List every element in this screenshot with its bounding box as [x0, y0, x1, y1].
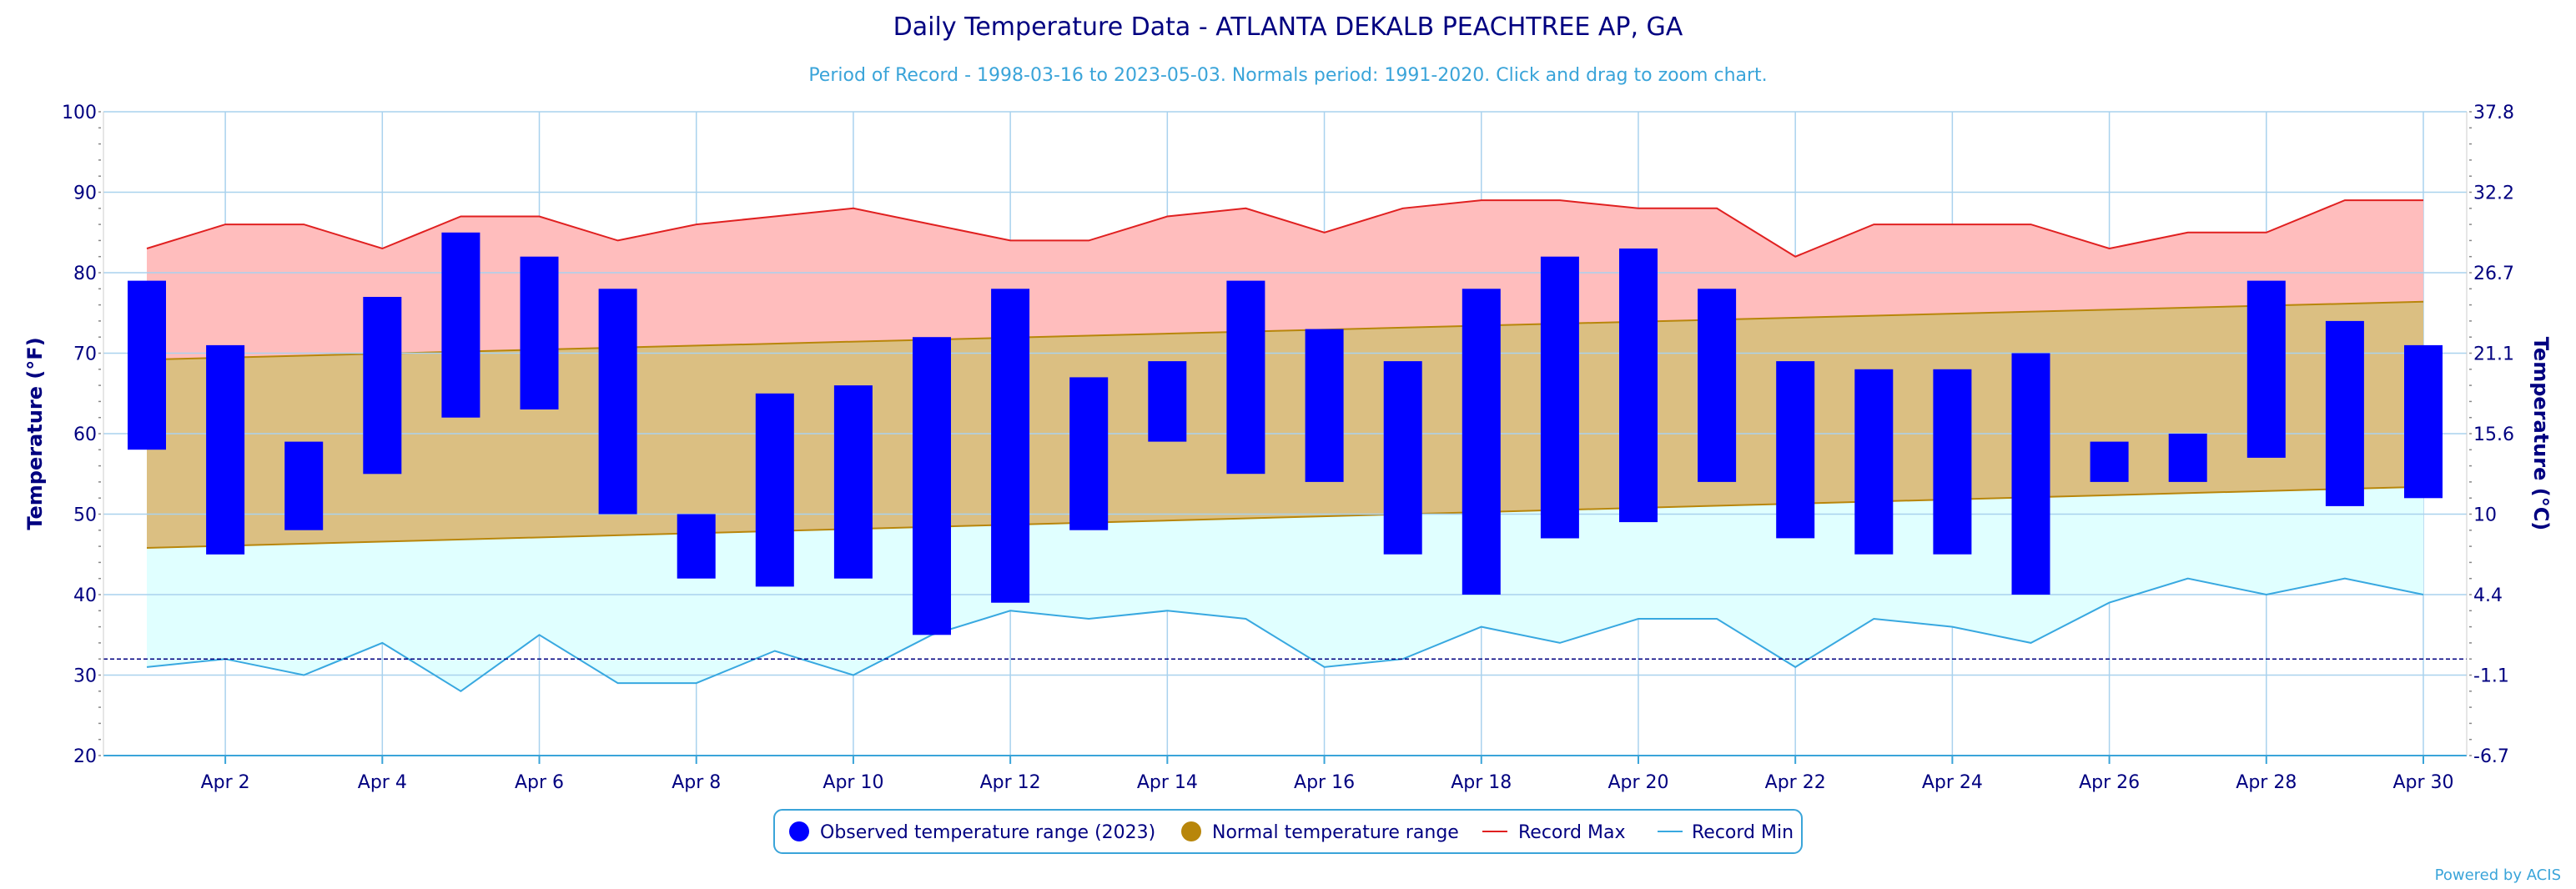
y-tick-label-right: 4.4	[2473, 585, 2503, 606]
legend: Observed temperature range (2023) Normal…	[773, 809, 1803, 854]
observed-bar	[2404, 344, 2443, 499]
y-tick-label-right: 26.7	[2473, 264, 2514, 284]
observed-bar	[1226, 280, 1265, 475]
legend-label-observed: Observed temperature range (2023)	[820, 822, 1155, 843]
observed-bar	[1698, 289, 1737, 482]
observed-bar	[284, 441, 324, 530]
observed-bar	[598, 289, 637, 515]
observed-bar	[1148, 361, 1187, 442]
x-tick-label: Apr 4	[358, 772, 407, 793]
observed-bar	[913, 337, 951, 635]
record-range-fill-lower	[147, 486, 2423, 691]
x-tick-label: Apr 10	[823, 772, 883, 793]
observed-bar	[441, 232, 480, 418]
observed-bar	[1776, 361, 1815, 539]
observed-bar	[2325, 320, 2364, 506]
chart-title: Daily Temperature Data - ATLANTA DEKALB …	[893, 13, 1683, 42]
x-tick-label: Apr 14	[1137, 772, 1198, 793]
x-tick-label: Apr 22	[1765, 772, 1826, 793]
observed-bar	[2011, 353, 2050, 595]
legend-item-record-min[interactable]: Record Min	[1658, 822, 1794, 843]
observed-bars	[128, 232, 2443, 635]
observed-bar	[2246, 280, 2286, 458]
observed-bar	[363, 297, 402, 475]
observed-bar	[833, 385, 873, 579]
observed-bar	[1619, 249, 1658, 523]
y-tick-label-right: 15.6	[2473, 424, 2514, 445]
observed-bar	[128, 280, 166, 450]
legend-item-observed[interactable]: Observed temperature range (2023)	[789, 821, 1155, 843]
y-tick-label-left: 40	[73, 585, 97, 606]
x-tick-label: Apr 8	[672, 772, 721, 793]
y-tick-label-left: 100	[62, 103, 97, 123]
legend-marker-observed	[789, 821, 809, 841]
observed-bar	[991, 289, 1030, 603]
x-tick-label: Apr 18	[1451, 772, 1512, 793]
normal-range-fill	[147, 301, 2423, 548]
legend-item-record-max[interactable]: Record Max	[1482, 822, 1626, 843]
y-tick-label-right: 10	[2473, 505, 2497, 526]
x-tick-label: Apr 30	[2392, 772, 2453, 793]
axes: 20 -6.7 30 -1.1 40 4.4 50 10 60 15.6 70 21.1 80 26.7 9…	[62, 103, 2514, 793]
chart-subtitle: Period of Record - 1998-03-16 to 2023-05…	[808, 65, 1767, 86]
y-tick-label-right: -1.1	[2473, 666, 2509, 687]
x-tick-label: Apr 12	[980, 772, 1041, 793]
legend-label-record-max: Record Max	[1518, 822, 1626, 843]
y-tick-label-right: 37.8	[2473, 103, 2514, 123]
y-tick-label-right: 21.1	[2473, 344, 2514, 365]
record-lines	[103, 199, 2467, 693]
x-tick-label: Apr 16	[1294, 772, 1355, 793]
credit-link[interactable]: Powered by ACIS	[2435, 866, 2561, 884]
observed-bar	[2168, 434, 2207, 482]
x-tick-label: Apr 28	[2236, 772, 2297, 793]
x-tick-label: Apr 2	[201, 772, 250, 793]
y-tick-label-left: 30	[73, 666, 97, 687]
y-axis-title-right: Temperature (°C)	[2529, 337, 2553, 531]
y-tick-label-left: 50	[73, 505, 97, 526]
x-tick-label: Apr 20	[1607, 772, 1668, 793]
observed-bar	[2090, 441, 2129, 482]
legend-item-normal[interactable]: Normal temperature range	[1181, 821, 1459, 843]
legend-marker-normal	[1181, 821, 1201, 841]
observed-bar	[206, 344, 245, 555]
y-tick-label-left: 20	[73, 746, 97, 767]
observed-bar	[1305, 329, 1344, 482]
y-tick-label-left: 60	[73, 424, 97, 445]
observed-bar	[1462, 289, 1501, 595]
x-tick-label: Apr 24	[1922, 772, 1983, 793]
legend-label-record-min: Record Min	[1692, 822, 1794, 843]
y-tick-label-left: 80	[73, 264, 97, 284]
observed-bar	[1933, 369, 1972, 555]
legend-box	[773, 809, 1803, 854]
observed-bar	[677, 514, 716, 579]
observed-bar	[1383, 361, 1422, 555]
observed-bar	[755, 393, 794, 587]
y-tick-label-right: -6.7	[2473, 746, 2509, 767]
observed-bar	[1854, 369, 1894, 555]
observed-bar	[520, 256, 559, 409]
observed-bar	[1069, 377, 1109, 530]
y-tick-label-left: 90	[73, 183, 97, 204]
legend-label-normal: Normal temperature range	[1212, 822, 1459, 843]
observed-bar	[1540, 256, 1579, 539]
y-axis-title-left: Temperature (°F)	[23, 337, 47, 530]
x-tick-label: Apr 26	[2079, 772, 2140, 793]
record-max-line	[146, 199, 2423, 258]
x-tick-label: Apr 6	[515, 772, 564, 793]
y-tick-label-right: 32.2	[2473, 183, 2514, 204]
record-min-line	[146, 577, 2424, 693]
y-tick-label-left: 70	[73, 344, 97, 365]
